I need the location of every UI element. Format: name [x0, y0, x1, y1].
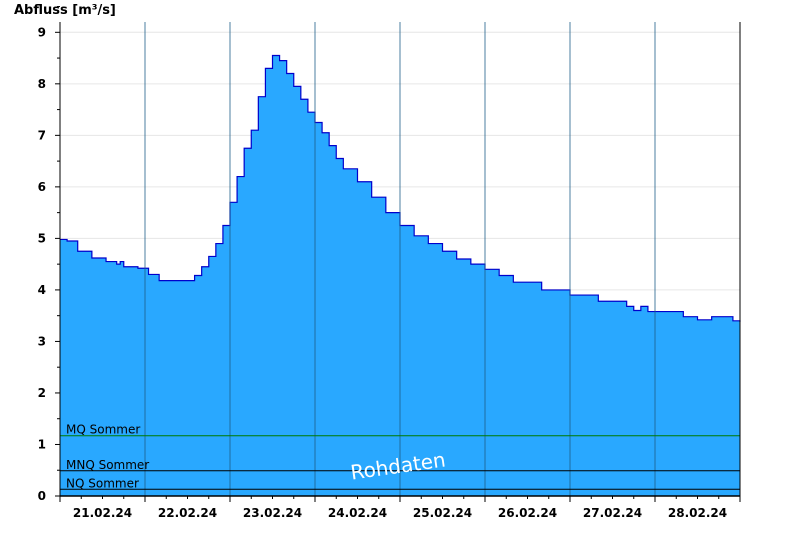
y-tick-label: 3 [38, 334, 46, 348]
y-tick-label: 9 [38, 25, 46, 39]
x-tick-label: 28.02.24 [668, 506, 727, 520]
y-tick-label: 4 [38, 283, 46, 297]
y-tick-label: 7 [38, 128, 46, 142]
x-tick-label: 26.02.24 [498, 506, 557, 520]
reference-lines: MQ Sommer MNQ Sommer NQ Sommer [60, 423, 740, 490]
y-tick-label: 6 [38, 180, 46, 194]
ref-label-nq-sommer: NQ Sommer [66, 476, 139, 490]
y-axis-label: Abfluss [m³/s] [14, 3, 116, 18]
y-tick-label: 5 [38, 231, 46, 245]
day-separator-lines [144, 22, 656, 496]
y-tick-label: 0 [38, 489, 46, 503]
y-tick-label: 1 [38, 437, 46, 451]
x-tick-label: 24.02.24 [328, 506, 387, 520]
x-tick-label: 22.02.24 [158, 506, 217, 520]
x-tick-label: 25.02.24 [413, 506, 472, 520]
ref-label-mnq-sommer: MNQ Sommer [66, 458, 149, 472]
x-tick-label: 27.02.24 [583, 506, 642, 520]
ref-label-mq-sommer: MQ Sommer [66, 423, 140, 437]
y-tick-label: 2 [38, 386, 46, 400]
x-tick-label: 23.02.24 [243, 506, 302, 520]
y-tick-label: 8 [38, 77, 46, 91]
x-tick-labels: 21.02.24 22.02.24 23.02.24 24.02.24 25.02.24… [59, 496, 741, 520]
x-tick-label: 21.02.24 [73, 506, 132, 520]
y-tick-labels: 0 1 2 3 4 5 6 7 8 9 [38, 6, 60, 503]
